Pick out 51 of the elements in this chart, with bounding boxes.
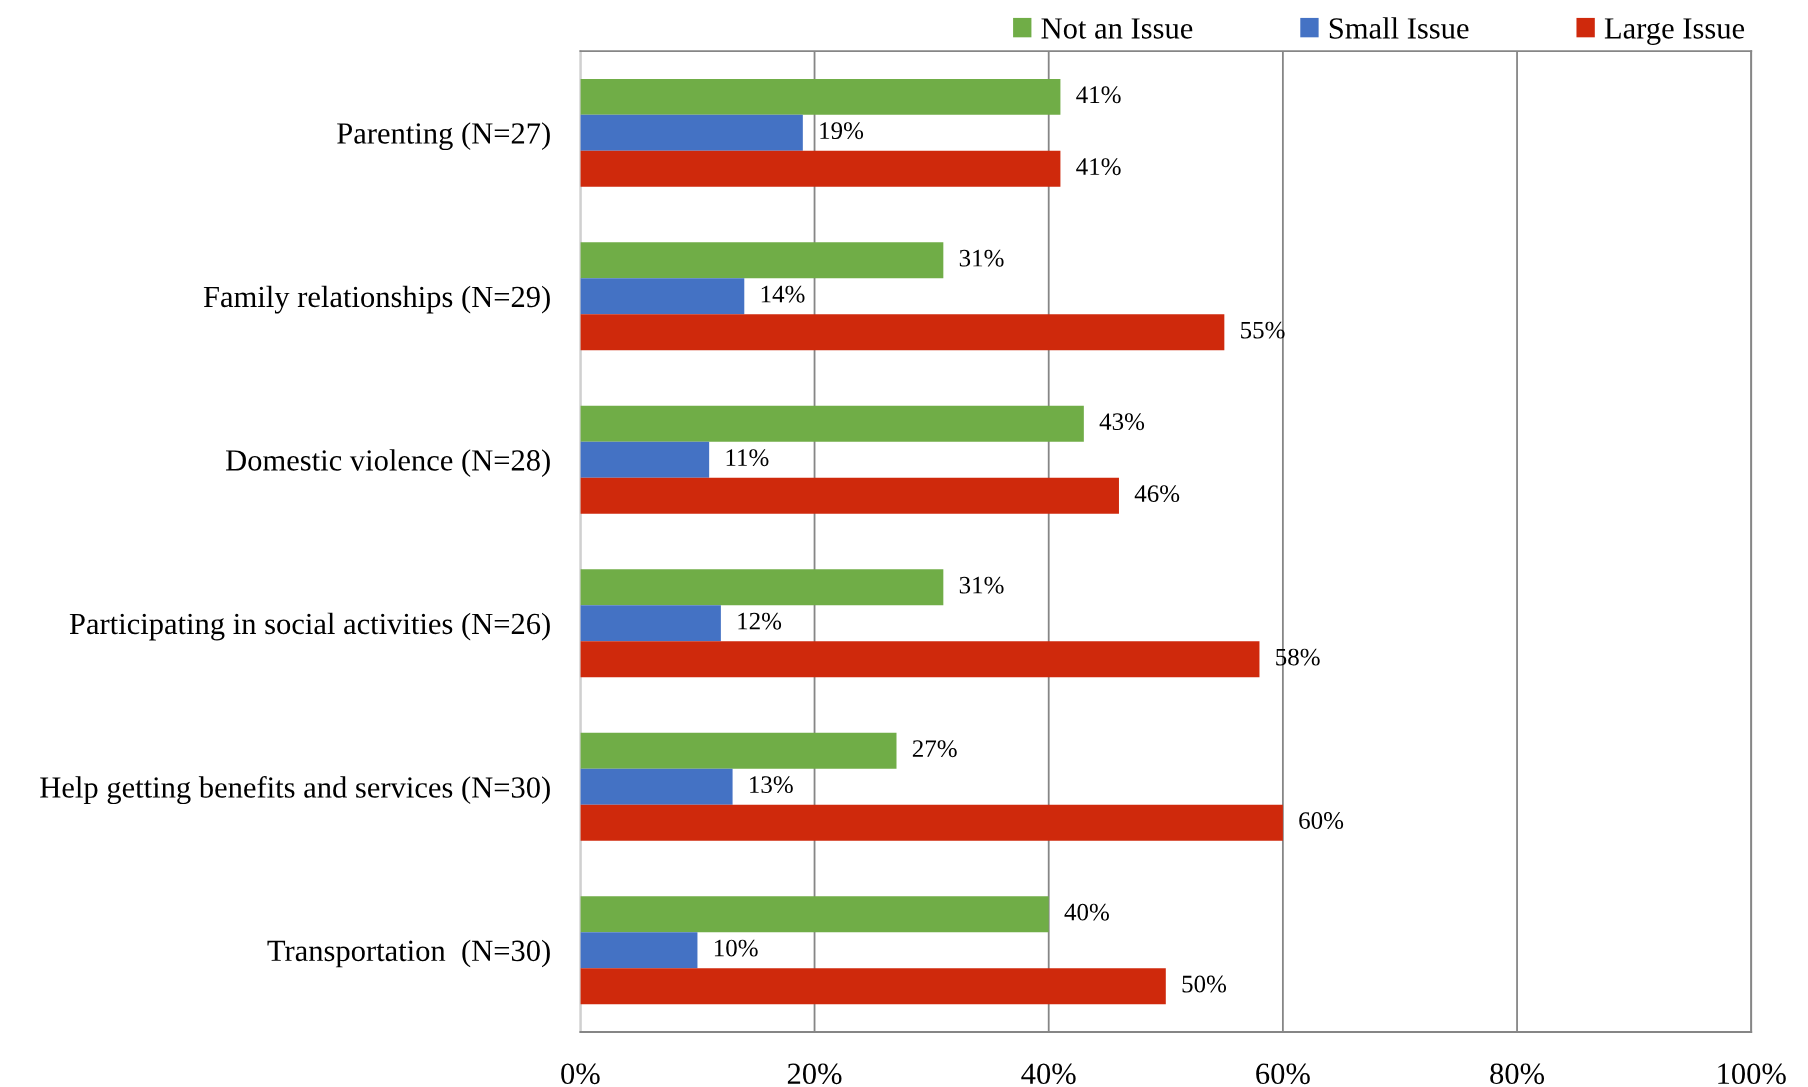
- data-label: 41%: [1076, 158, 1121, 176]
- bar: [580, 932, 698, 969]
- x-tick-label: 60%: [1256, 1063, 1310, 1085]
- y-tick-label: Help getting benefits and services (N=30): [40, 776, 550, 805]
- bar: [580, 804, 1283, 841]
- legend-label: Large Issue: [1604, 18, 1745, 45]
- bar: [580, 78, 1061, 115]
- bar: [580, 569, 944, 606]
- data-label: 31%: [959, 576, 1004, 594]
- x-tick-label: 20%: [787, 1063, 842, 1085]
- data-label: 58%: [1276, 648, 1320, 666]
- bar: [580, 278, 745, 315]
- bar: [580, 896, 1049, 933]
- bar: [580, 150, 1061, 187]
- data-label: 11%: [726, 449, 769, 467]
- x-tick-label: 40%: [1021, 1063, 1076, 1085]
- legend-label: Not an Issue: [1041, 18, 1193, 39]
- x-tick-label: 100%: [1718, 1063, 1786, 1085]
- data-label: 27%: [912, 740, 957, 758]
- bar: [580, 114, 803, 151]
- data-label: 14%: [761, 285, 805, 303]
- y-tick-label: Domestic violence (N=28): [225, 449, 550, 477]
- data-label: 19%: [820, 122, 864, 140]
- bar: [580, 441, 710, 478]
- bar: [580, 242, 944, 279]
- data-label: 46%: [1134, 485, 1180, 503]
- y-tick-label: Participating in social activities (N=26): [69, 612, 550, 641]
- bar: [580, 968, 1166, 1005]
- data-label: 31%: [959, 249, 1004, 267]
- legend-label: Small Issue: [1329, 17, 1469, 39]
- data-label: 10%: [714, 939, 758, 957]
- bar: [580, 405, 1084, 442]
- bar: [580, 641, 1260, 678]
- data-label: 55%: [1241, 321, 1285, 339]
- data-label: 43%: [1099, 413, 1145, 431]
- data-label: 41%: [1076, 86, 1121, 104]
- data-label: 50%: [1182, 975, 1227, 993]
- bar: [580, 768, 733, 805]
- bar: [580, 477, 1119, 514]
- data-label: 40%: [1064, 903, 1109, 921]
- y-tick-label: Transportation (N=30): [267, 939, 550, 968]
- y-tick-label: Family relationships (N=29): [203, 285, 550, 314]
- bar: [580, 605, 721, 642]
- x-tick-label: 80%: [1490, 1063, 1545, 1085]
- bar: [580, 314, 1225, 351]
- y-tick-label: Parenting (N=27): [337, 122, 550, 151]
- bar: [580, 732, 897, 769]
- data-label: 13%: [750, 776, 793, 794]
- x-tick-label: 0%: [561, 1063, 600, 1085]
- data-label: 60%: [1299, 812, 1344, 830]
- data-label: 12%: [738, 612, 782, 630]
